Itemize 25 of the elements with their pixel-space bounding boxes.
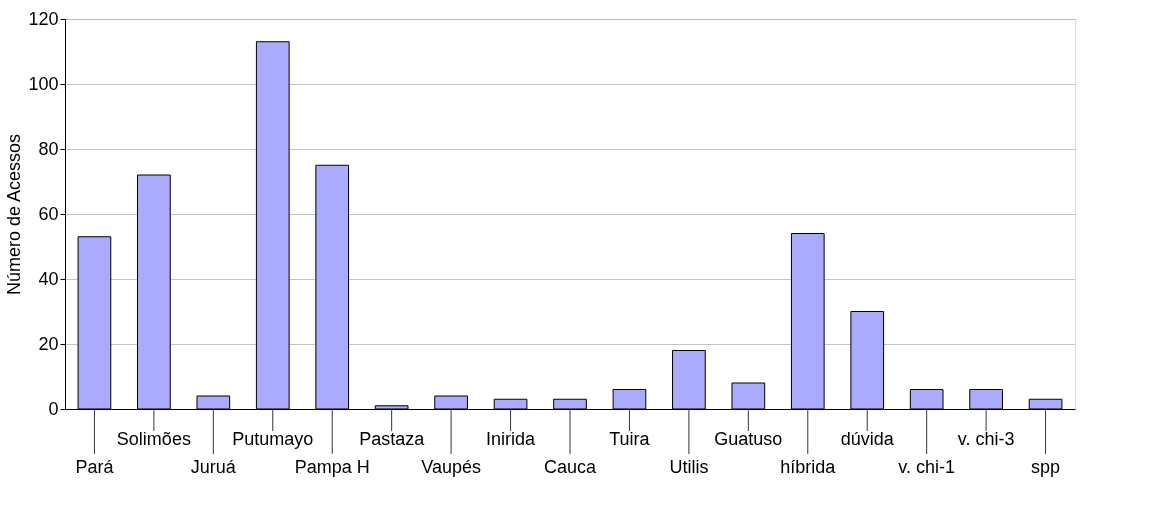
x-tick-label: dúvida xyxy=(840,429,895,449)
x-tick-label: Putumayo xyxy=(232,429,314,449)
x-tick-label: Guatuso xyxy=(714,429,783,449)
x-tick-label: Pastaza xyxy=(359,429,426,449)
y-tick-label: 0 xyxy=(48,398,59,419)
x-tick-label: Solimões xyxy=(116,429,191,449)
y-tick-label: 120 xyxy=(28,8,59,29)
x-tick-label: híbrida xyxy=(780,457,837,477)
x-tick-label: Inirida xyxy=(486,429,537,449)
x-tick-label: Vaupés xyxy=(421,457,481,477)
x-tick-label: v. chi-3 xyxy=(957,429,1015,449)
y-tick-label: 20 xyxy=(38,333,59,354)
y-axis-title: Número de Acessos xyxy=(4,133,25,296)
x-tick-label: Juruá xyxy=(190,457,237,477)
x-tick-label: Utilis xyxy=(669,457,709,477)
x-tick-label: Pará xyxy=(75,457,115,477)
y-tick-label: 80 xyxy=(38,138,59,159)
x-tick-label: Tuira xyxy=(609,429,651,449)
x-tick-label: Pampa H xyxy=(294,457,370,477)
x-tick-label: Cauca xyxy=(543,457,597,477)
y-tick-label: 40 xyxy=(38,268,59,289)
y-tick-label: 100 xyxy=(28,73,59,94)
x-tick-label: v. chi-1 xyxy=(898,457,956,477)
y-tick-label: 60 xyxy=(38,203,59,224)
x-tick-label: spp xyxy=(1031,457,1061,477)
